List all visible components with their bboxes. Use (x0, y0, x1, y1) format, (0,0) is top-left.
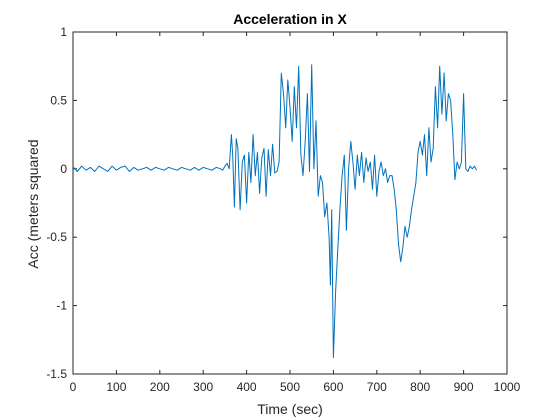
plot-area: 0 100 200 300 400 500 600 700 800 900 1000 -1.5 -1 -0… (46, 25, 520, 394)
axes-box (72, 31, 508, 375)
x-tick-label: 300 (193, 380, 213, 394)
x-tick-label: 0 (70, 380, 77, 394)
x-tick-label: 600 (323, 380, 343, 394)
y-tick-label: -1.5 (46, 367, 67, 381)
x-tick-label: 900 (454, 380, 474, 394)
x-tick-label: 1000 (494, 380, 521, 394)
y-axis-label: Acc (meters squared (25, 139, 41, 268)
data-line (73, 64, 478, 359)
x-tick-label: 100 (106, 380, 126, 394)
y-tick-label: -0.5 (46, 230, 67, 244)
x-tick-label: 700 (367, 380, 387, 394)
x-tick-label: 800 (410, 380, 430, 394)
x-tick-label: 500 (280, 380, 300, 394)
x-tick-label: 200 (150, 380, 170, 394)
x-axis-label: Time (sec) (257, 401, 323, 417)
x-tick-label: 400 (237, 380, 257, 394)
y-tick-label: 0.5 (50, 93, 67, 107)
chart-title: Acceleration in X (233, 11, 347, 27)
y-tick-label: 1 (60, 25, 67, 39)
y-tick-label: -1 (56, 299, 67, 313)
y-tick-label: 0 (60, 162, 67, 176)
